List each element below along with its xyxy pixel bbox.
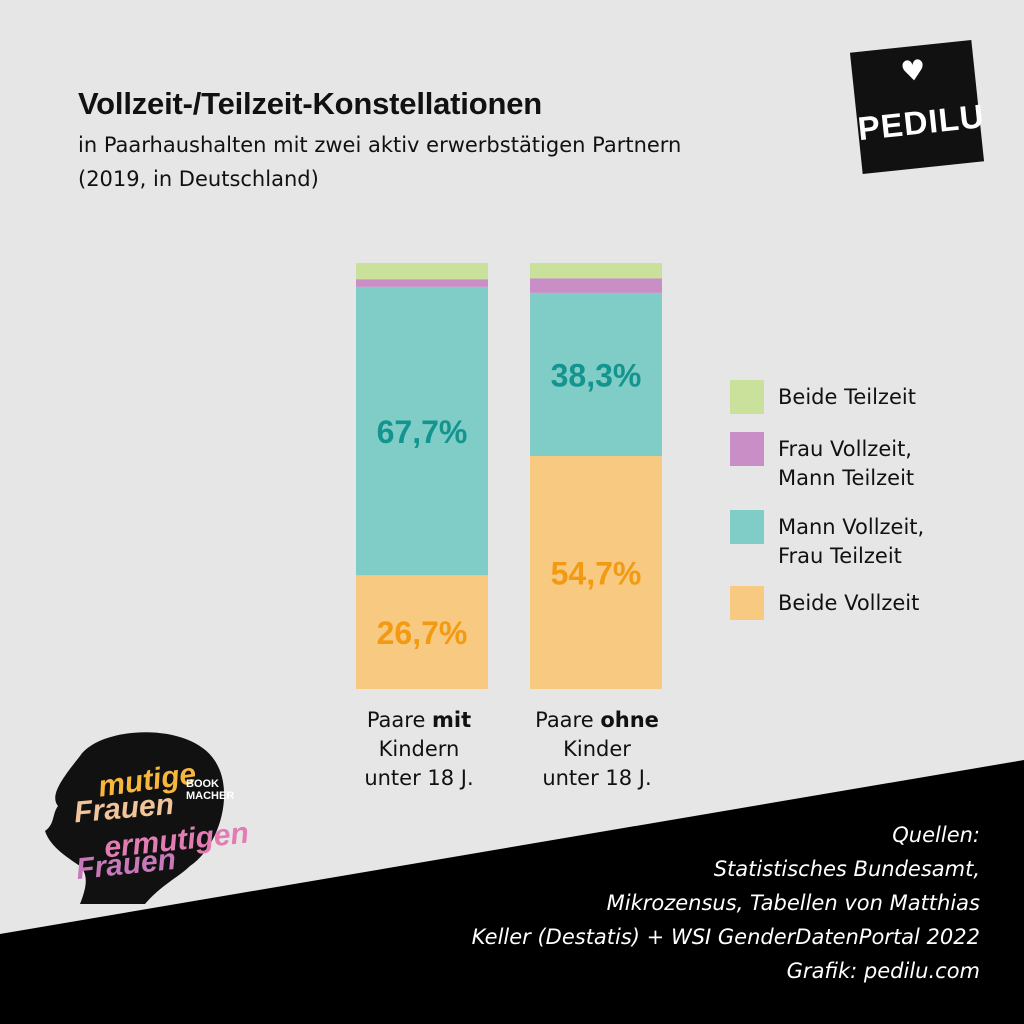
legend-swatch	[730, 380, 764, 414]
data-label-1-1: 38,3%	[551, 357, 642, 393]
legend-swatch	[730, 510, 764, 544]
source-line: Keller (Destatis) + WSI GenderDatenPorta…	[471, 925, 980, 949]
sources-text: Quellen: Statistisches Bundesamt, Mikrozen…	[472, 818, 980, 988]
legend-label: Mann Vollzeit, Frau Teilzeit	[778, 515, 925, 568]
data-label-0-1: 67,7%	[377, 414, 468, 450]
bar-segment-1-1	[530, 292, 662, 456]
source-line: Statistisches Bundesamt,	[713, 857, 980, 881]
bar-segment-0-1	[356, 286, 488, 576]
source-line: Quellen:	[892, 823, 980, 847]
source-line: Grafik: pedilu.com	[786, 959, 980, 983]
data-label-0-0: 26,7%	[377, 615, 468, 651]
subtitle-line-2: (2019, in Deutschland)	[78, 167, 319, 191]
chart-title: Vollzeit-/Teilzeit-Konstellationen	[78, 86, 542, 121]
data-label-1-0: 54,7%	[551, 555, 642, 591]
legend-swatch	[730, 586, 764, 620]
bar-segment-1-2	[530, 278, 662, 293]
legend-label: Frau Vollzeit, Mann Teilzeit	[778, 437, 915, 490]
subtitle-line-1: in Paarhaushalten mit zwei aktiv erwerbs…	[78, 133, 682, 157]
x-label-line-3: unter 18 J.	[364, 766, 474, 790]
legend-label: Beide Vollzeit	[778, 591, 920, 615]
legend-swatch	[730, 432, 764, 466]
bar-segment-0-2	[356, 279, 488, 287]
x-label-line-3: unter 18 J.	[542, 766, 652, 790]
x-label-line-1: Paare mit	[366, 708, 472, 732]
bar-segment-0-3	[356, 263, 488, 280]
chart-subtitle: in Paarhaushalten mit zwei aktiv erwerbs…	[78, 128, 778, 196]
head-silhouette-icon	[45, 732, 225, 904]
legend-label: Beide Teilzeit	[778, 385, 916, 409]
badge-tag: BOOK MACHER	[186, 778, 235, 802]
bar-segment-1-0	[530, 455, 662, 689]
x-label-line-2: Kindern	[378, 737, 460, 761]
bar-segment-0-0	[356, 575, 488, 689]
bar-segment-1-3	[530, 263, 662, 279]
x-label-with-children: Paare mit Kindern unter 18 J.	[324, 706, 514, 793]
x-label-line-1: Paare ohne	[535, 708, 659, 732]
mutige-frauen-badge: mutige Frauen ermutigen Frauen BOOK MACH…	[40, 726, 250, 906]
x-label-without-children: Paare ohne Kinder unter 18 J.	[502, 706, 692, 793]
x-label-line-2: Kinder	[563, 737, 631, 761]
source-line: Mikrozensus, Tabellen von Matthias	[606, 891, 980, 915]
